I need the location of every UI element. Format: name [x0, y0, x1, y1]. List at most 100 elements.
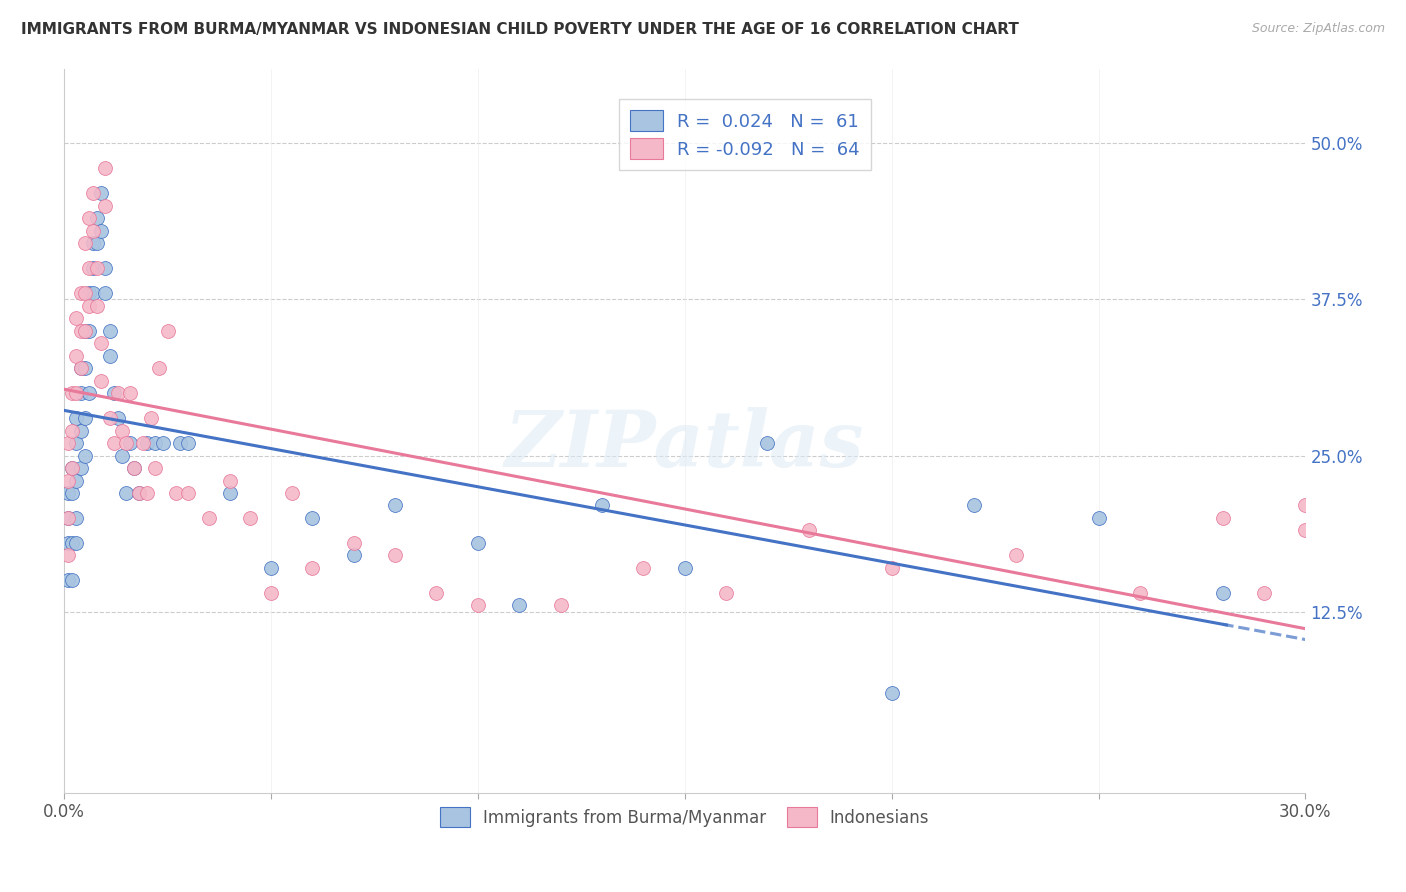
- Point: [139, 411, 162, 425]
- Point: [384, 549, 406, 563]
- Point: [60, 424, 83, 438]
- Point: [60, 536, 83, 550]
- Point: [343, 549, 366, 563]
- Point: [301, 561, 323, 575]
- Point: [58, 574, 80, 588]
- Point: [65, 436, 87, 450]
- Point: [65, 386, 87, 401]
- Point: [94, 199, 117, 213]
- Point: [384, 499, 406, 513]
- Point: [1253, 586, 1275, 600]
- Point: [94, 261, 117, 276]
- Point: [218, 486, 240, 500]
- Point: [60, 486, 83, 500]
- Point: [65, 311, 87, 326]
- Point: [60, 386, 83, 401]
- Point: [115, 486, 138, 500]
- Point: [1004, 549, 1026, 563]
- Point: [152, 436, 174, 450]
- Point: [82, 186, 104, 201]
- Point: [107, 386, 129, 401]
- Point: [73, 449, 96, 463]
- Legend: Immigrants from Burma/Myanmar, Indonesians: Immigrants from Burma/Myanmar, Indonesia…: [432, 799, 938, 835]
- Point: [135, 436, 157, 450]
- Point: [77, 386, 100, 401]
- Point: [301, 511, 323, 525]
- Point: [128, 486, 150, 500]
- Point: [143, 461, 166, 475]
- Point: [73, 361, 96, 376]
- Point: [82, 236, 104, 251]
- Point: [1294, 499, 1316, 513]
- Point: [165, 486, 187, 500]
- Point: [135, 486, 157, 500]
- Point: [60, 574, 83, 588]
- Point: [467, 599, 489, 613]
- Point: [115, 436, 138, 450]
- Point: [90, 224, 112, 238]
- Text: IMMIGRANTS FROM BURMA/MYANMAR VS INDONESIAN CHILD POVERTY UNDER THE AGE OF 16 CO: IMMIGRANTS FROM BURMA/MYANMAR VS INDONES…: [21, 22, 1019, 37]
- Point: [69, 361, 91, 376]
- Point: [148, 361, 170, 376]
- Point: [198, 511, 221, 525]
- Point: [69, 461, 91, 475]
- Point: [280, 486, 302, 500]
- Point: [65, 511, 87, 525]
- Point: [73, 411, 96, 425]
- Point: [169, 436, 191, 450]
- Point: [797, 524, 820, 538]
- Point: [58, 511, 80, 525]
- Point: [143, 436, 166, 450]
- Point: [77, 299, 100, 313]
- Point: [86, 299, 108, 313]
- Point: [218, 474, 240, 488]
- Point: [98, 411, 121, 425]
- Point: [86, 261, 108, 276]
- Point: [60, 461, 83, 475]
- Point: [58, 436, 80, 450]
- Point: [550, 599, 572, 613]
- Point: [65, 474, 87, 488]
- Point: [1212, 586, 1234, 600]
- Point: [98, 349, 121, 363]
- Point: [69, 386, 91, 401]
- Point: [124, 461, 146, 475]
- Text: Source: ZipAtlas.com: Source: ZipAtlas.com: [1251, 22, 1385, 36]
- Point: [98, 324, 121, 338]
- Point: [86, 211, 108, 226]
- Point: [65, 536, 87, 550]
- Point: [58, 486, 80, 500]
- Point: [120, 436, 142, 450]
- Point: [103, 386, 125, 401]
- Point: [880, 686, 903, 700]
- Point: [177, 486, 200, 500]
- Point: [90, 336, 112, 351]
- Point: [467, 536, 489, 550]
- Point: [128, 486, 150, 500]
- Point: [131, 436, 153, 450]
- Point: [111, 449, 134, 463]
- Point: [69, 361, 91, 376]
- Point: [94, 286, 117, 301]
- Point: [73, 324, 96, 338]
- Point: [60, 461, 83, 475]
- Point: [77, 324, 100, 338]
- Point: [508, 599, 530, 613]
- Point: [94, 161, 117, 176]
- Point: [963, 499, 986, 513]
- Point: [714, 586, 737, 600]
- Point: [107, 411, 129, 425]
- Point: [591, 499, 613, 513]
- Point: [73, 286, 96, 301]
- Point: [124, 461, 146, 475]
- Point: [58, 536, 80, 550]
- Point: [177, 436, 200, 450]
- Point: [58, 549, 80, 563]
- Point: [69, 424, 91, 438]
- Point: [90, 374, 112, 388]
- Point: [82, 224, 104, 238]
- Point: [77, 211, 100, 226]
- Point: [111, 424, 134, 438]
- Point: [73, 236, 96, 251]
- Text: ZIPatlas: ZIPatlas: [505, 407, 865, 483]
